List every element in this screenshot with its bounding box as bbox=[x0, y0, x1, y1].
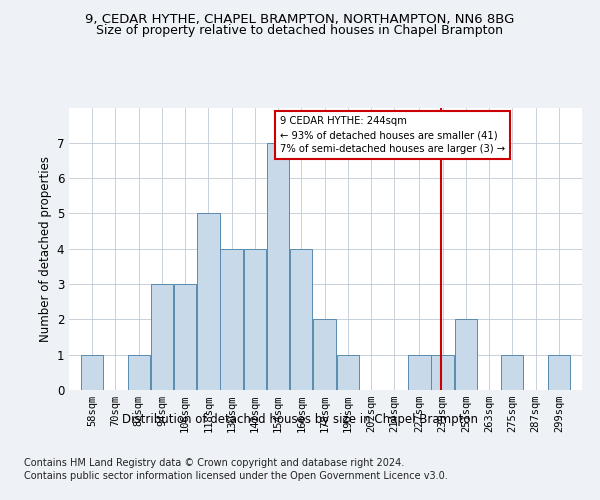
Bar bbox=[313, 320, 335, 390]
Bar bbox=[151, 284, 173, 390]
Bar bbox=[455, 320, 477, 390]
Text: 9 CEDAR HYTHE: 244sqm
← 93% of detached houses are smaller (41)
7% of semi-detac: 9 CEDAR HYTHE: 244sqm ← 93% of detached … bbox=[280, 116, 505, 154]
Text: Contains HM Land Registry data © Crown copyright and database right 2024.: Contains HM Land Registry data © Crown c… bbox=[24, 458, 404, 468]
Bar bbox=[244, 249, 266, 390]
Bar bbox=[290, 249, 313, 390]
Bar bbox=[128, 354, 150, 390]
Bar bbox=[174, 284, 196, 390]
Bar bbox=[431, 354, 454, 390]
Bar bbox=[267, 143, 289, 390]
Bar bbox=[220, 249, 243, 390]
Text: Distribution of detached houses by size in Chapel Brampton: Distribution of detached houses by size … bbox=[122, 412, 478, 426]
Bar bbox=[548, 354, 570, 390]
Bar bbox=[81, 354, 103, 390]
Y-axis label: Number of detached properties: Number of detached properties bbox=[40, 156, 52, 342]
Text: Contains public sector information licensed under the Open Government Licence v3: Contains public sector information licen… bbox=[24, 471, 448, 481]
Bar bbox=[337, 354, 359, 390]
Bar bbox=[197, 214, 220, 390]
Bar bbox=[501, 354, 523, 390]
Text: 9, CEDAR HYTHE, CHAPEL BRAMPTON, NORTHAMPTON, NN6 8BG: 9, CEDAR HYTHE, CHAPEL BRAMPTON, NORTHAM… bbox=[85, 12, 515, 26]
Text: Size of property relative to detached houses in Chapel Brampton: Size of property relative to detached ho… bbox=[97, 24, 503, 37]
Bar bbox=[408, 354, 431, 390]
